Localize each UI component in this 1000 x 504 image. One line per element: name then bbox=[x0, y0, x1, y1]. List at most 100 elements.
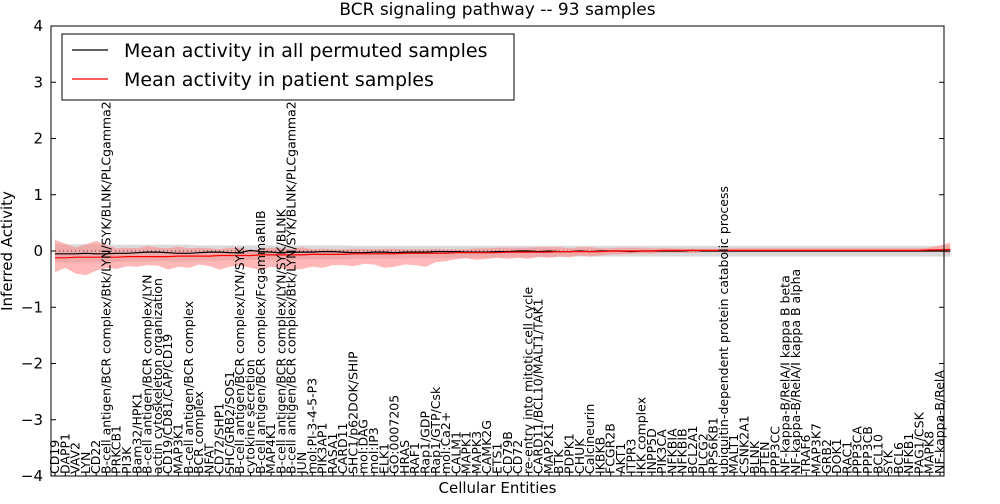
category-label: RAC1 bbox=[839, 441, 854, 474]
category-label: CARD11/BCL10/MALT1/TAK1 bbox=[531, 298, 546, 474]
y-tick-label: −3 bbox=[21, 411, 43, 429]
category-label: NF-kappa-B/RelA/I kappa B alpha bbox=[788, 269, 803, 474]
category-label: MAP3K7 bbox=[809, 423, 824, 474]
category-label: cytokine secretion bbox=[243, 359, 258, 474]
category-label: Rap1/GDP bbox=[418, 411, 433, 474]
category-label: B-cell antigen/BCR complex/Btk/LYN/SYK/B… bbox=[284, 101, 299, 474]
category-label: Calcineurin bbox=[582, 404, 597, 474]
category-label: PDPK1 bbox=[562, 433, 577, 474]
category-label: CD72/SHP1 bbox=[212, 403, 227, 474]
category-label: HRAS bbox=[397, 440, 412, 474]
category-label: BCL10 bbox=[870, 434, 885, 474]
category-label: PLCG2 bbox=[695, 433, 710, 474]
category-label: CARD11 bbox=[335, 423, 350, 475]
category-label: B-cell antigen/BCR complex/LYN/SYK/BLNK bbox=[273, 208, 288, 474]
y-tick-label: 2 bbox=[33, 130, 43, 148]
category-label: PPP3CB bbox=[860, 426, 875, 474]
category-label: MAPK1 bbox=[459, 431, 474, 474]
category-label: MAP3K1 bbox=[171, 423, 186, 474]
category-label: DOK1 bbox=[829, 438, 844, 474]
y-tick-label: 0 bbox=[33, 242, 43, 260]
category-label: VAV2 bbox=[68, 442, 83, 474]
category-label: Rap1/GTP/Csk bbox=[428, 386, 443, 474]
category-label: mol:DAG bbox=[356, 419, 371, 474]
category-label: BCL6 bbox=[891, 442, 906, 474]
category-label: CSNK2A1 bbox=[737, 415, 752, 474]
y-tick-label: −4 bbox=[21, 467, 43, 485]
category-label: PRKCB1 bbox=[109, 425, 124, 474]
category-label: ubiquitin-dependent protein catabolic pr… bbox=[716, 186, 731, 474]
y-tick-label: −1 bbox=[21, 298, 43, 316]
category-label: MAP4K1 bbox=[263, 423, 278, 474]
category-label: AKT1 bbox=[613, 443, 628, 474]
category-label: actin cytoskeleton organization bbox=[150, 278, 165, 474]
category-label: BCL2A1 bbox=[685, 425, 700, 474]
category-label: INPP5D bbox=[644, 428, 659, 474]
category-label: NF-kappa-B/RelA/I kappa B beta bbox=[778, 275, 793, 474]
category-label: IKBKB bbox=[592, 437, 607, 474]
category-label: mol:IP3 bbox=[366, 427, 381, 474]
category-label: B-cell antigen/BCR complex/LYN bbox=[140, 275, 155, 475]
category-label: PPP3CC bbox=[767, 426, 782, 474]
x-axis-label: Cellular Entities bbox=[439, 479, 557, 497]
category-label: ELK1 bbox=[376, 443, 391, 474]
category-label: RASA1 bbox=[325, 433, 340, 474]
legend-label-permuted: Mean activity in all permuted samples bbox=[124, 40, 487, 62]
chart-title: BCR signaling pathway -- 93 samples bbox=[339, 0, 655, 20]
category-label: BLNK bbox=[747, 440, 762, 474]
y-axis-label: Inferred Activity bbox=[0, 191, 16, 311]
category-label: LYN bbox=[78, 452, 93, 474]
category-label: PIK3AP1 bbox=[315, 423, 330, 474]
series-lines bbox=[51, 248, 951, 259]
category-label: GO:0007205 bbox=[387, 395, 402, 474]
category-label: Bam32/HPK1 bbox=[129, 392, 144, 474]
y-axis-ticks: −4 −3 −2 −1 0 1 2 3 4 bbox=[21, 17, 944, 485]
category-label: NF-kappa-B/RelA bbox=[932, 370, 947, 474]
category-label: RAF1 bbox=[407, 442, 422, 474]
category-label: B-cell antigen/BCR complex/FcgammaRIIB bbox=[253, 210, 268, 474]
category-label: B-cell antigen/BCR complex bbox=[181, 301, 196, 474]
category-label: CALM1 bbox=[448, 431, 463, 474]
legend-box bbox=[61, 33, 515, 101]
category-label: CD72 bbox=[510, 440, 525, 474]
category-label: CD79B bbox=[500, 431, 515, 474]
band-patient bbox=[55, 239, 951, 276]
category-label: PTEN bbox=[757, 442, 772, 474]
category-label: CAMK2G bbox=[479, 420, 494, 474]
category-label: MAPK8 bbox=[922, 431, 937, 474]
y-tick-label: −2 bbox=[21, 355, 43, 373]
category-label: PPP3CA bbox=[850, 426, 865, 474]
category-label: mol:Ca2+ bbox=[438, 412, 453, 474]
category-label: CD22 bbox=[88, 440, 103, 474]
category-label: NFKB1 bbox=[901, 433, 916, 474]
category-label: BTK bbox=[551, 449, 566, 474]
category-label: IKK complex bbox=[634, 397, 649, 474]
category-label: PAG1/CSK bbox=[911, 411, 926, 474]
category-label: PI3K bbox=[119, 446, 134, 474]
category-label: NFKBIA bbox=[664, 428, 679, 474]
category-label: ITPR3 bbox=[623, 439, 638, 475]
category-label: BCR complex bbox=[191, 391, 206, 474]
category-label: GRB2 bbox=[819, 439, 834, 474]
confidence-bands bbox=[55, 239, 951, 276]
category-label: SHC1/p62DOK/SHIP bbox=[345, 351, 360, 474]
category-label: re-entry into mitotic cell cycle bbox=[520, 286, 535, 474]
category-label: NFAT bbox=[201, 443, 216, 474]
category-label: MAP2K1 bbox=[541, 423, 556, 474]
category-label: SYK bbox=[881, 449, 896, 474]
category-label: mol:PI-3-4-5-P3 bbox=[304, 378, 319, 474]
legend: Mean activity in all permuted samples Me… bbox=[61, 33, 515, 101]
category-label: B-cell antigen/BCR complex/Btk/LYN/SYK/B… bbox=[99, 101, 114, 474]
legend-label-patient: Mean activity in patient samples bbox=[124, 69, 434, 91]
category-label: SHC/GRB2/SOS1 bbox=[222, 371, 237, 474]
category-label: ETS1 bbox=[490, 443, 505, 474]
category-label: RPS6KB1 bbox=[706, 417, 721, 474]
category-label: CD19/CD81/CAP/CD19 bbox=[160, 334, 175, 474]
category-label: CHUK bbox=[572, 438, 587, 474]
category-label: MALT1 bbox=[726, 434, 741, 474]
category-label: FCGR2B bbox=[603, 423, 618, 474]
category-label: MAPK3 bbox=[469, 431, 484, 474]
y-tick-label: 3 bbox=[33, 73, 43, 91]
